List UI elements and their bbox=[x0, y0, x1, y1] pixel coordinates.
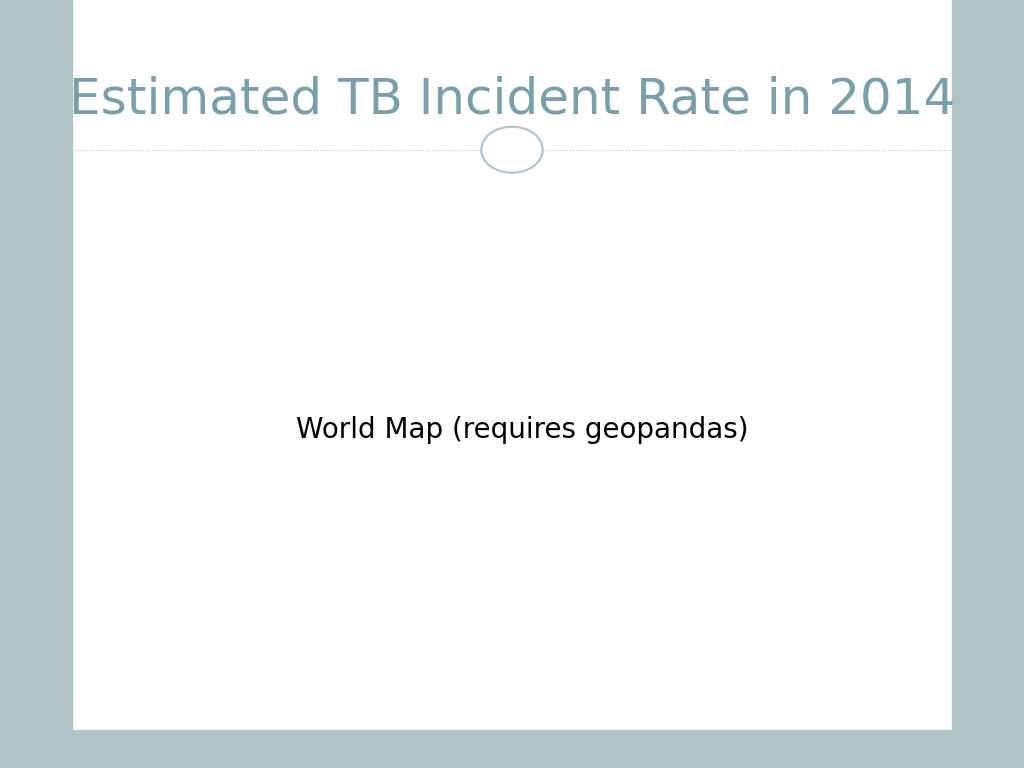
Bar bbox=[0, 0, 72, 730]
Text: Estimated TB Incident Rate in 2014: Estimated TB Incident Rate in 2014 bbox=[69, 76, 955, 124]
Text: World Map (requires geopandas): World Map (requires geopandas) bbox=[296, 416, 749, 444]
Bar bbox=[0, 730, 1024, 768]
Bar bbox=[952, 0, 1024, 730]
